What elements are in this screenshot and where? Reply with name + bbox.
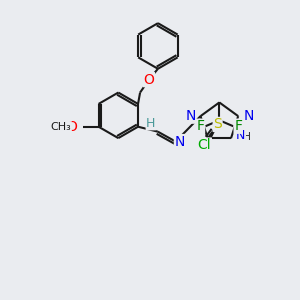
Text: N: N	[243, 109, 254, 123]
Text: O: O	[66, 120, 77, 134]
Text: S: S	[213, 117, 222, 131]
Text: N: N	[236, 129, 245, 142]
Text: N: N	[175, 135, 185, 148]
Text: O: O	[144, 73, 154, 87]
Text: CH₃: CH₃	[50, 122, 71, 132]
Text: -H: -H	[241, 132, 252, 142]
Text: N: N	[185, 109, 196, 123]
Text: F: F	[196, 119, 205, 133]
Text: Cl: Cl	[198, 138, 211, 152]
Text: H: H	[146, 117, 156, 130]
Text: F: F	[234, 119, 242, 133]
